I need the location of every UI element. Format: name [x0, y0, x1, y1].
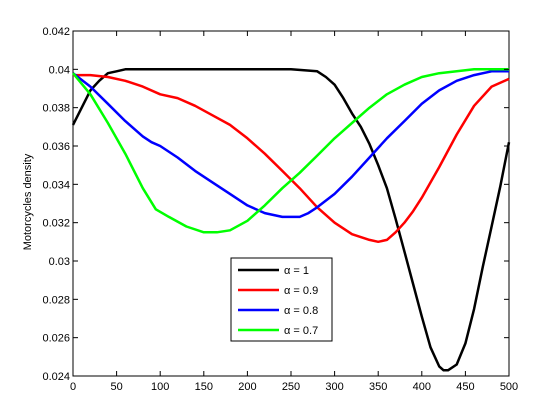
- legend-label-1: α = 1: [284, 265, 309, 277]
- axes-layer: 0 50 100 150 200 250 300 350 400 450 500 0.024 0.026…: [42, 26, 518, 393]
- x-tick-label: 250: [282, 381, 300, 393]
- x-tick-label: 450: [456, 381, 474, 393]
- legend-label-4: α = 0.7: [284, 325, 318, 337]
- y-tick-label: 0.036: [42, 141, 70, 153]
- y-tick-label: 0.03: [49, 256, 70, 268]
- y-axis-label: Motorcycles density: [22, 153, 34, 250]
- series-layer: [71, 68, 511, 372]
- x-tick-label: 150: [195, 381, 213, 393]
- legend-label-2: α = 0.9: [284, 285, 318, 297]
- y-tick-label: 0.024: [42, 371, 70, 383]
- series-line-4: [72, 68, 509, 234]
- y-tick-label: 0.028: [42, 294, 70, 306]
- legend: α = 1 α = 0.9 α = 0.8 α = 0.7: [230, 257, 333, 342]
- series-line-1: [71, 68, 511, 372]
- y-tick-label: 0.026: [42, 333, 70, 345]
- y-tick-label: 0.042: [42, 26, 70, 38]
- y-tick-label: 0.034: [42, 179, 70, 191]
- y-tick-label: 0.04: [49, 64, 70, 76]
- legend-box: [230, 257, 333, 342]
- legend-label-3: α = 0.8: [284, 305, 318, 317]
- series-line-3: [72, 70, 509, 219]
- y-tick-label: 0.038: [42, 103, 70, 115]
- x-tick-label: 500: [500, 381, 518, 393]
- x-tick-label: 200: [238, 381, 256, 393]
- x-tick-label: 0: [70, 381, 76, 393]
- x-tick-label: 400: [413, 381, 431, 393]
- x-tick-label: 300: [325, 381, 343, 393]
- x-tick-label: 100: [151, 381, 169, 393]
- y-tick-label: 0.032: [42, 218, 70, 230]
- x-tick-label: 50: [110, 381, 122, 393]
- x-tick-label: 350: [369, 381, 387, 393]
